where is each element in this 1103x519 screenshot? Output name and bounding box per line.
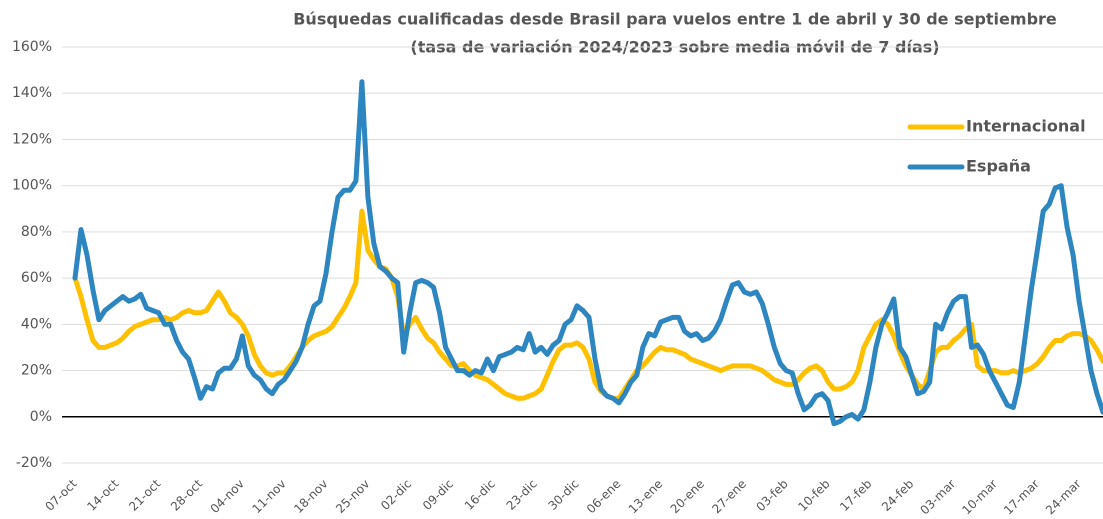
x-tick-label: 09-dic xyxy=(420,477,456,513)
x-tick-label: 21-oct xyxy=(126,476,163,513)
y-tick-label: 0% xyxy=(30,409,52,425)
x-tick-label: 18-nov xyxy=(291,477,330,516)
x-tick-label: 11-nov xyxy=(249,477,288,516)
x-tick-label: 24-mar xyxy=(1043,477,1084,518)
x-tick-label: 23-dic xyxy=(504,477,540,513)
x-tick-label: 10-mar xyxy=(959,477,1000,518)
x-tick-label: 24-feb xyxy=(879,477,916,514)
y-tick-label: 160% xyxy=(12,39,52,55)
y-tick-label: 60% xyxy=(21,270,52,286)
x-tick-label: 25-nov xyxy=(333,477,372,516)
x-tick-label: 13-ene xyxy=(626,477,666,517)
chart-title: Búsquedas cualificadas desde Brasil para… xyxy=(293,10,1057,29)
x-tick-label: 03-feb xyxy=(753,477,790,514)
x-tick-label: 17-feb xyxy=(837,477,874,514)
legend-label: España xyxy=(966,157,1031,176)
y-tick-label: 80% xyxy=(21,224,52,240)
y-tick-label: -20% xyxy=(16,455,52,471)
x-tick-label: 16-dic xyxy=(462,477,498,513)
x-tick-label: 06-ene xyxy=(584,477,624,517)
x-tick-label: 27-ene xyxy=(709,477,749,517)
series-line xyxy=(72,79,1103,427)
x-tick-label: 10-feb xyxy=(795,477,832,514)
x-tick-label: 02-dic xyxy=(378,477,414,513)
x-tick-label: 30-dic xyxy=(545,477,581,513)
y-tick-label: 100% xyxy=(12,178,52,194)
y-tick-label: 140% xyxy=(12,85,52,101)
x-tick-label: 20-ene xyxy=(668,477,708,517)
x-tick-label: 03-mar xyxy=(917,477,958,518)
x-tick-label: 28-oct xyxy=(168,476,205,513)
y-tick-label: 40% xyxy=(21,316,52,332)
x-tick-label: 07-oct xyxy=(42,476,79,513)
y-tick-label: 20% xyxy=(21,363,52,379)
x-tick-label: 17-mar xyxy=(1001,477,1042,518)
y-tick-label: 120% xyxy=(12,131,52,147)
x-tick-label: 14-oct xyxy=(84,476,121,513)
legend-label: Internacional xyxy=(966,117,1086,136)
x-tick-label: 04-nov xyxy=(208,477,247,516)
